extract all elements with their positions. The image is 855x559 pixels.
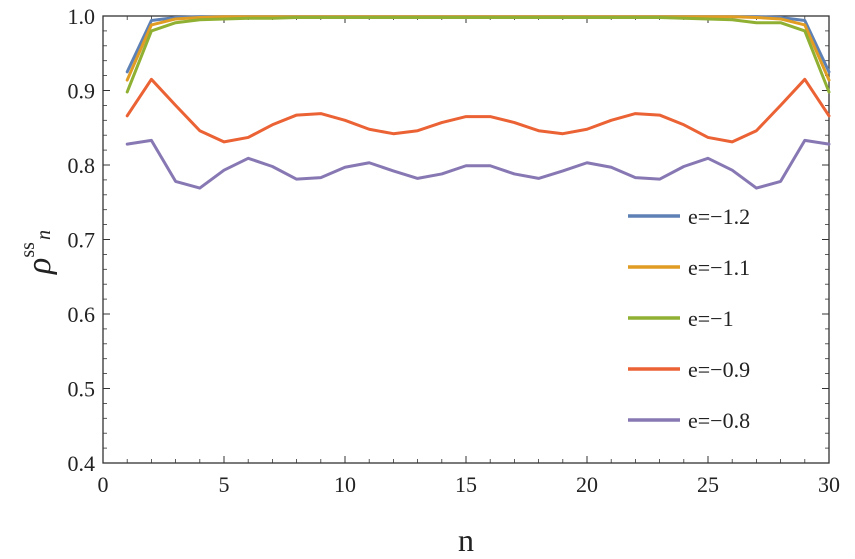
series-line-3 <box>125 77 831 144</box>
series-line-0 <box>125 15 831 74</box>
legend-label: e=−0.9 <box>688 357 750 382</box>
x-tick-label: 20 <box>576 472 598 497</box>
y-tick-label: 0.8 <box>68 153 96 178</box>
series-line-2 <box>125 15 831 94</box>
x-tick-label: 0 <box>98 472 109 497</box>
y-axis-label: ρss n <box>17 230 58 275</box>
x-tick-label: 5 <box>219 472 230 497</box>
y-tick-label: 0.4 <box>68 451 96 476</box>
x-tick-label: 25 <box>697 472 719 497</box>
x-tick-label: 30 <box>818 472 840 497</box>
x-tick-label: 15 <box>455 472 477 497</box>
legend-label: e=−1 <box>688 306 734 331</box>
svg-text:ρssn: ρss n <box>17 230 58 275</box>
y-axis-label-base: ρ <box>21 258 58 275</box>
y-tick-label: 0.7 <box>68 228 96 253</box>
plot-frame: 0 5 10 15 20 25 30 0.4 0.5 0.6 0.7 0.8 0.9 1.0 <box>68 4 841 497</box>
legend-label: e=−0.8 <box>688 408 750 433</box>
y-axis-label-subscript: n <box>33 230 55 240</box>
legend-label: e=−1.1 <box>688 255 750 280</box>
legend-label: e=−1.2 <box>688 204 750 229</box>
legend: e=−1.2 e=−1.1 e=−1 e=−0.9 e=−0.8 <box>628 204 750 433</box>
series-layer <box>125 15 831 190</box>
series-line-4 <box>125 138 831 190</box>
x-tick-label: 10 <box>334 472 356 497</box>
x-axis-label: n <box>458 522 474 558</box>
y-axis-label-superscript: ss <box>17 242 39 258</box>
y-tick-label: 0.6 <box>68 302 96 327</box>
y-tick-label: 0.5 <box>68 377 96 402</box>
y-tick-label: 1.0 <box>68 4 96 29</box>
y-tick-label: 0.9 <box>68 79 96 104</box>
series-line-1 <box>125 15 831 82</box>
plot-border <box>102 15 830 464</box>
